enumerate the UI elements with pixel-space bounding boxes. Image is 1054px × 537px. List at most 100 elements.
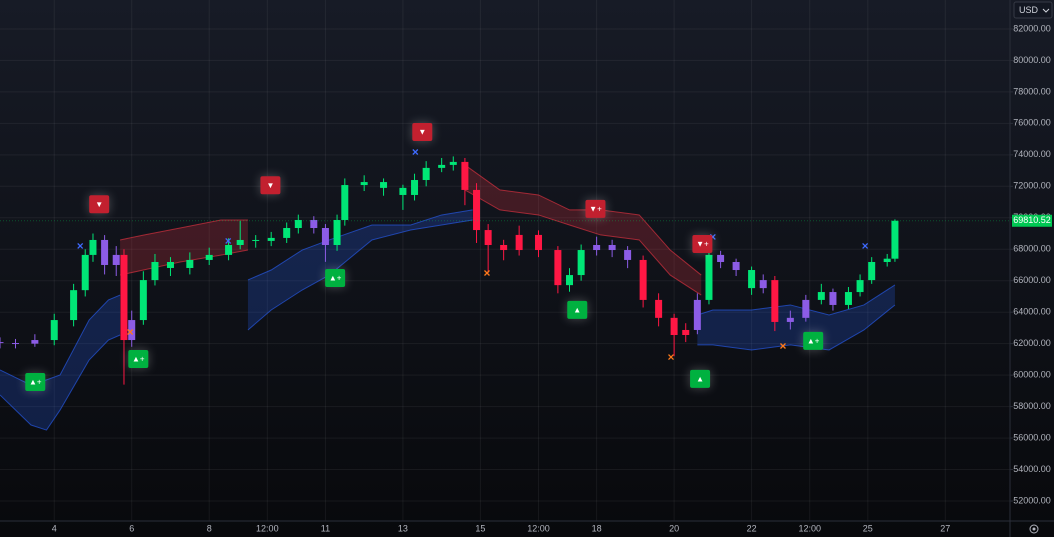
candle-body	[50, 320, 58, 341]
candle-body	[670, 317, 678, 336]
signal-label: ▼	[95, 200, 103, 209]
candle-body	[515, 234, 523, 251]
x-tick-label: 22	[747, 523, 757, 533]
candle-body	[112, 254, 120, 265]
candle-body	[484, 230, 492, 246]
candle-body	[759, 280, 767, 289]
cross-marker	[225, 237, 232, 244]
gear-center[interactable]	[1032, 527, 1036, 531]
candle-body	[0, 342, 4, 344]
cross-marker	[412, 149, 419, 155]
currency-selector[interactable]: USD	[1013, 1, 1053, 19]
dropdown-caret[interactable]	[1042, 8, 1050, 13]
signal-box	[25, 373, 46, 392]
candle-body	[577, 250, 585, 276]
signal-box	[128, 350, 149, 369]
currency-label[interactable]: USD	[1019, 5, 1039, 15]
currency-box[interactable]	[1013, 1, 1053, 19]
signal-label: ▲+	[29, 378, 42, 387]
signal-label: ▲+	[132, 355, 145, 364]
x-tick-label: 25	[863, 523, 873, 533]
band-fill	[0, 295, 121, 431]
y-tick-label: 80000.00	[1013, 55, 1051, 65]
x-tick-label: 18	[592, 523, 602, 533]
signal-box	[692, 235, 713, 254]
signal-label: ▲	[696, 374, 704, 383]
cross-marker	[780, 343, 786, 349]
candle-body	[449, 161, 457, 165]
grid	[0, 0, 1010, 521]
signal-box	[412, 122, 433, 141]
bands	[0, 164, 896, 431]
cross-marker	[77, 242, 84, 249]
candle-body	[639, 259, 647, 300]
x-tick-label: 15	[475, 523, 485, 533]
signal-label: ▼	[418, 128, 426, 137]
cross-marker	[484, 270, 490, 276]
y-tick-label: 68000.00	[1013, 244, 1051, 254]
signal-label: ▼+	[696, 240, 709, 249]
y-tick-label: 66000.00	[1013, 275, 1051, 285]
candle-body	[593, 245, 601, 251]
candle-body	[341, 185, 349, 220]
settings-button[interactable]	[1029, 524, 1039, 534]
candle-body	[844, 292, 852, 305]
axes: 52000.00 54000.00 56000.00 58000.00 60000.00…	[0, 23, 1052, 533]
band-upper-edge	[119, 219, 248, 241]
band-upper-edge	[247, 209, 473, 281]
candle-body	[891, 220, 899, 259]
signal-label: ▲+	[329, 274, 342, 283]
candle-body	[705, 254, 713, 300]
x-tick-label: 20	[669, 523, 679, 533]
candle-body	[693, 299, 701, 330]
candle-body	[771, 280, 779, 322]
candle-body	[166, 261, 174, 268]
candle-body	[461, 161, 469, 190]
candle-body	[422, 167, 430, 181]
candle-body	[817, 292, 825, 300]
signal-box	[325, 268, 346, 287]
candle-body	[321, 228, 329, 246]
signal-label: ▲	[573, 306, 581, 315]
y-tick-label: 56000.00	[1013, 432, 1051, 442]
signal: ▲	[567, 300, 588, 319]
gear-icon[interactable]	[1029, 524, 1039, 534]
candle-body	[868, 261, 876, 281]
band-lower-edge	[0, 334, 121, 431]
candle-body	[151, 261, 159, 281]
candle-body	[252, 239, 260, 241]
y-tick-label: 76000.00	[1013, 118, 1051, 128]
candle-body	[624, 250, 632, 260]
y-tick-label: 62000.00	[1013, 338, 1051, 348]
candle-body	[732, 261, 740, 271]
y-tick-label: 74000.00	[1013, 149, 1051, 159]
signal-box	[585, 199, 606, 218]
y-tick-label: 52000.00	[1013, 495, 1051, 505]
cross-marker	[668, 354, 674, 360]
signal-box	[690, 369, 711, 388]
candle-body	[283, 228, 291, 238]
last-price-box	[1012, 214, 1052, 227]
signal-label: ▲+	[807, 337, 820, 346]
x-tick-label: 6	[129, 523, 134, 533]
candles	[0, 156, 899, 385]
signal: ▲+	[128, 350, 149, 369]
band-fill	[247, 209, 473, 330]
candle-body	[411, 180, 419, 195]
candle-body	[829, 292, 837, 305]
candle-body	[473, 189, 481, 231]
candle-body	[205, 254, 213, 260]
candle-body	[225, 245, 233, 255]
band-lower-edge	[697, 304, 896, 351]
candle-body	[856, 280, 864, 293]
candle-body	[186, 259, 194, 268]
candle-body	[655, 299, 663, 318]
y-tick-label: 60000.00	[1013, 370, 1051, 380]
x-tick-label: 11	[321, 523, 330, 533]
y-tick-label: 72000.00	[1013, 181, 1051, 191]
candle-body	[682, 329, 690, 336]
markers: ▼ ▼ ▼ ▼+ ▼+ ▲+ ▲+ ▲+ ▲ ▲ ▲+	[25, 122, 869, 392]
candle-body	[883, 258, 891, 262]
candle-body	[608, 245, 616, 251]
